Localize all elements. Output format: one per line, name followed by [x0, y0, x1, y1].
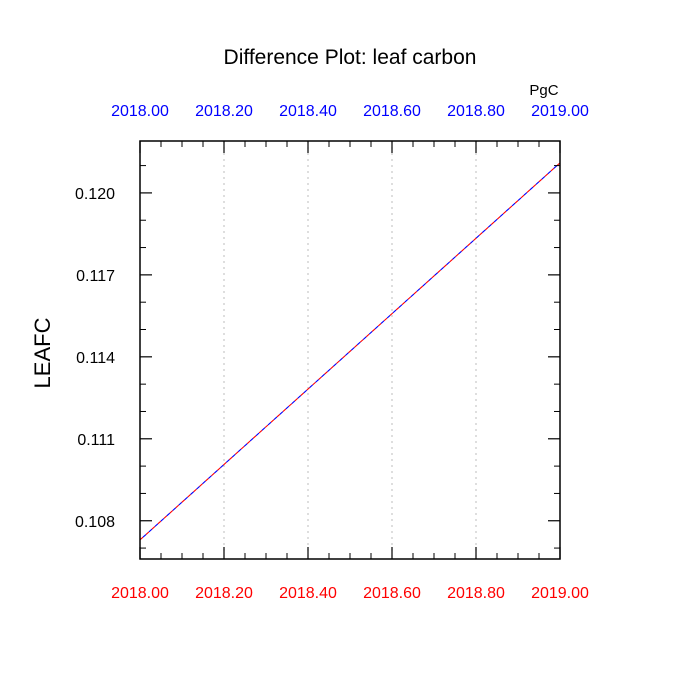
units-label: PgC	[529, 82, 558, 99]
x-tick-label-top: 2018.00	[111, 103, 169, 120]
y-tick-label: 0.108	[75, 514, 115, 531]
series-line-1	[139, 162, 561, 541]
y-tick-label: 0.111	[77, 432, 115, 449]
y-tick-label: 0.120	[75, 186, 115, 203]
tick-labels: 2018.00 2018.00 2018.20 2018.20 2018.40 2018.…	[75, 103, 589, 602]
x-tick-label-bottom: 2018.00	[111, 585, 169, 602]
x-tick-label-bottom: 2018.80	[447, 585, 505, 602]
chart-title: Difference Plot: leaf carbon	[224, 46, 477, 69]
x-tick-label-top: 2019.00	[531, 103, 589, 120]
y-axis-label: LEAFC	[30, 317, 55, 388]
data-series	[139, 162, 561, 541]
x-tick-label-top: 2018.20	[195, 103, 253, 120]
plot-frame	[139, 140, 561, 560]
y-tick-label: 0.117	[76, 268, 115, 285]
axis-ticks	[139, 141, 561, 559]
x-tick-label-top: 2018.60	[363, 103, 421, 120]
x-tick-label-bottom: 2018.60	[363, 585, 421, 602]
x-tick-label-bottom: 2018.20	[195, 585, 253, 602]
x-tick-label-top: 2018.40	[279, 103, 337, 120]
series-line-2	[139, 162, 561, 541]
x-tick-label-bottom: 2019.00	[531, 585, 589, 602]
x-tick-label-bottom: 2018.40	[279, 585, 337, 602]
y-tick-label: 0.114	[76, 350, 115, 367]
grid-lines	[223, 141, 477, 559]
x-tick-label-top: 2018.80	[447, 103, 505, 120]
